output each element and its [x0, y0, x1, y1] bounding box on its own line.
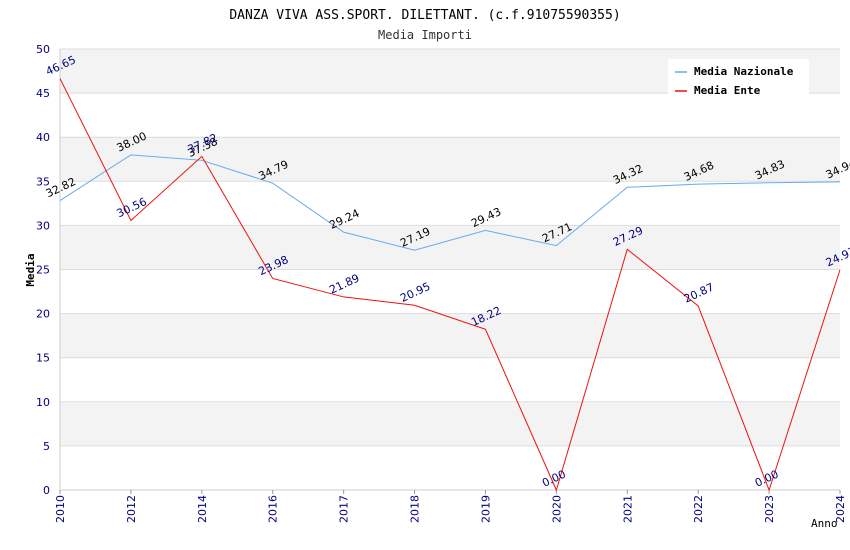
y-tick-label: 5: [43, 440, 50, 453]
y-tick-label: 35: [36, 175, 50, 188]
series-line: [59, 78, 841, 492]
grid-band: [60, 225, 840, 270]
chart-title: DANZA VIVA ASS.SPORT. DILETTANT. (c.f.91…: [229, 8, 620, 23]
y-tick-label: 30: [36, 219, 50, 232]
grid-bands: [60, 49, 840, 490]
x-tick-label: 2017: [338, 495, 351, 523]
x-tick-label: 2020: [550, 495, 563, 523]
grid-band: [60, 313, 840, 358]
grid-band: [60, 401, 840, 446]
x-tick-label: 2021: [621, 495, 634, 523]
y-tick-label: 40: [36, 131, 50, 144]
y-tick-label: 0: [43, 484, 50, 497]
legend-entry-nazionale: Media Nazionale: [694, 65, 794, 78]
y-tick-label: 10: [36, 396, 50, 409]
grid-band: [60, 357, 840, 402]
legend: Media Nazionale Media Ente: [668, 59, 809, 97]
x-tick-label: 2018: [409, 495, 422, 523]
y-tick-label: 15: [36, 352, 50, 365]
x-tick-labels: 2010 2012 2014 2016 2017 2018 2019 2020 2021 2022…: [54, 490, 847, 523]
y-tick-labels: 0 5 10 15 20 25 30 35 40 45 50: [36, 43, 50, 497]
y-tick-label: 45: [36, 87, 50, 100]
grid-band: [60, 181, 840, 226]
grid-band: [60, 445, 840, 490]
series-lines: [59, 78, 841, 492]
x-tick-label: 2014: [196, 495, 209, 523]
x-tick-label: 2024: [834, 495, 847, 523]
grid-band: [60, 269, 840, 314]
y-tick-label: 20: [36, 308, 50, 321]
grid-band: [60, 137, 840, 182]
x-tick-label: 2016: [267, 495, 280, 523]
legend-entry-ente: Media Ente: [694, 84, 761, 97]
x-tick-label: 2022: [692, 495, 705, 523]
chart-subtitle: Media Importi: [378, 28, 472, 42]
legend-box: [668, 59, 809, 97]
x-tick-label: 2019: [479, 495, 492, 523]
series-line: [59, 154, 841, 251]
x-tick-label: 2010: [54, 495, 67, 523]
y-tick-label: 25: [36, 264, 50, 277]
x-axis-label: Anno: [811, 517, 838, 530]
y-axis-label: Media: [24, 253, 37, 286]
x-tick-label: 2012: [125, 495, 138, 523]
grid-band: [60, 93, 840, 138]
x-tick-label: 2023: [763, 495, 776, 523]
y-tick-label: 50: [36, 43, 50, 56]
